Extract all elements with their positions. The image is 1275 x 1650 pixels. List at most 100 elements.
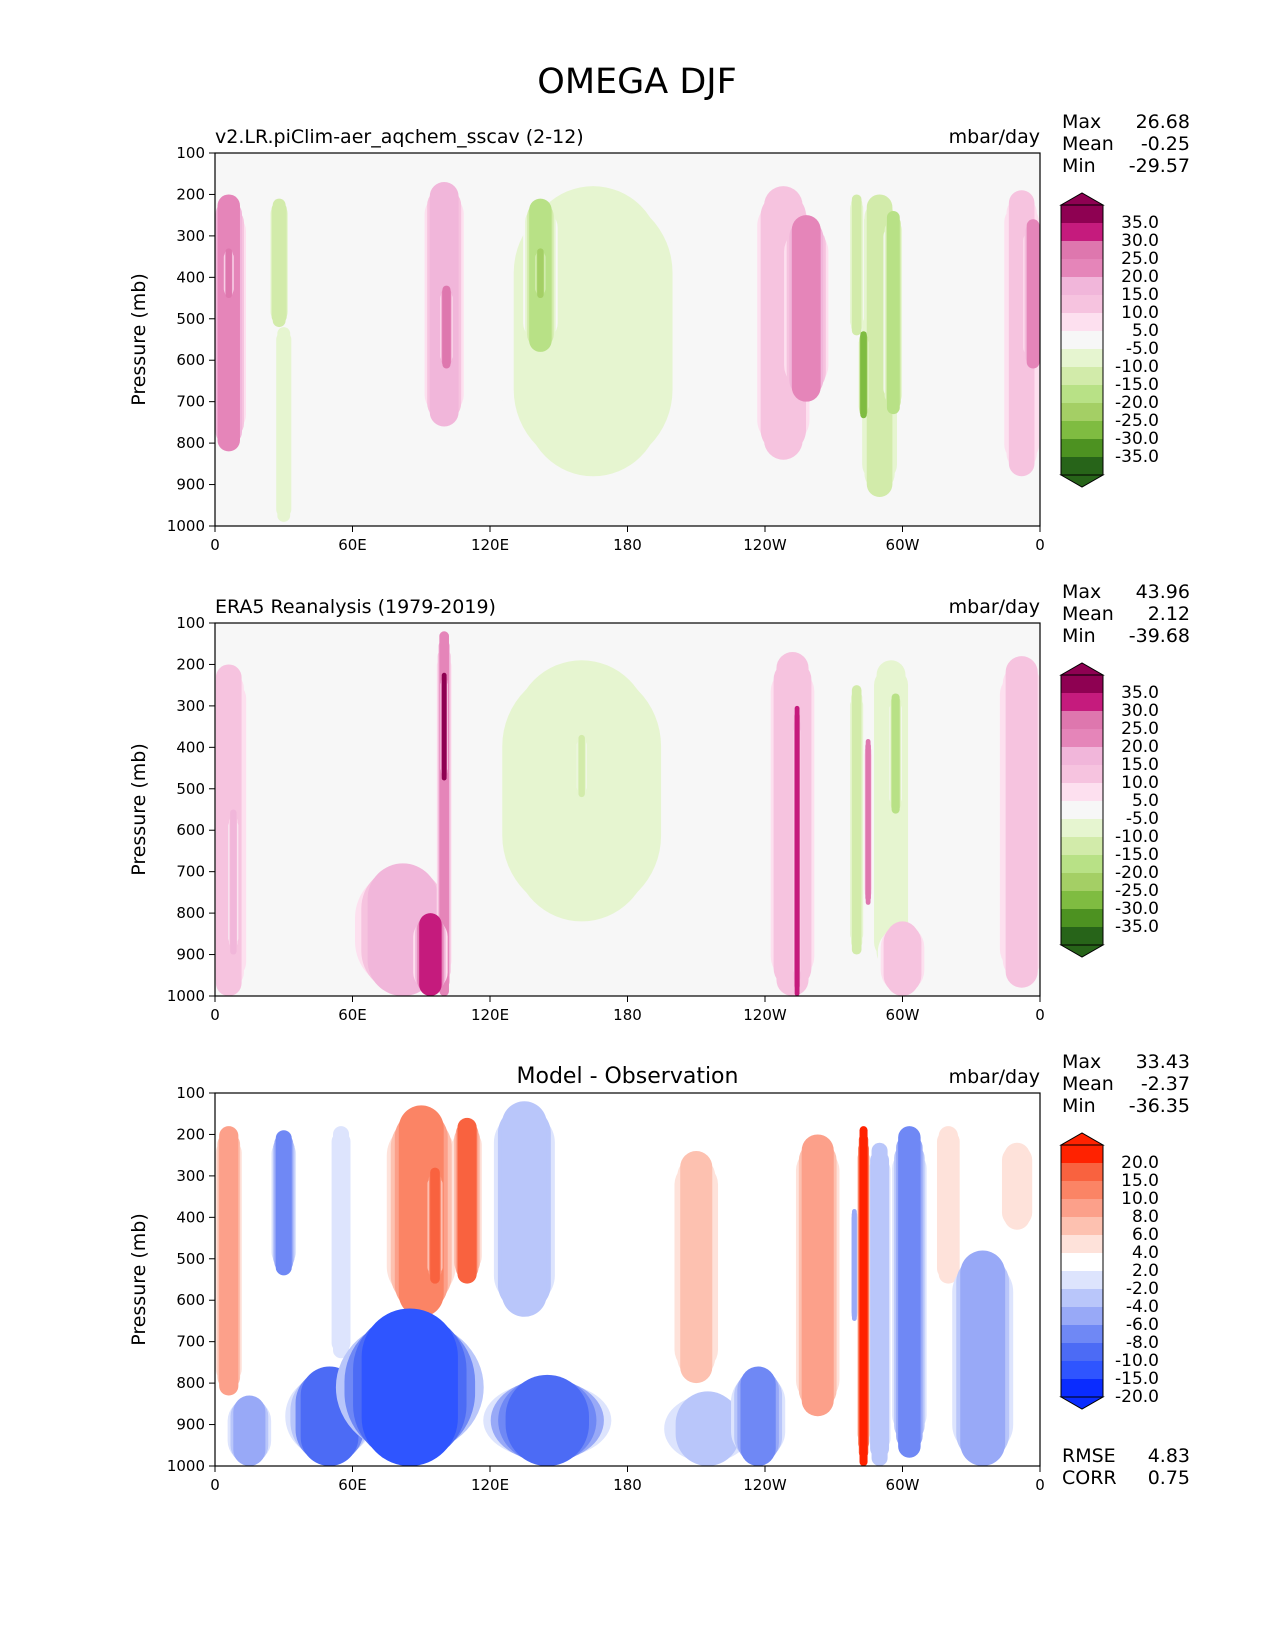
colorbar-tick-label: -30.0 <box>1115 429 1159 449</box>
stat-max-label: Max <box>1062 581 1101 603</box>
colorbar-tick-label: 25.0 <box>1121 249 1159 269</box>
field-cell <box>851 685 862 955</box>
y-tick-label: 100 <box>176 614 205 632</box>
stat-mean-value: -0.25 <box>1141 133 1190 155</box>
y-tick-label: 1000 <box>167 517 205 535</box>
colorbar-tick-label: 10.0 <box>1121 1189 1159 1209</box>
field-cell <box>886 921 919 996</box>
colorbar-swatch <box>1061 367 1103 385</box>
field-cell <box>505 1374 589 1466</box>
field-cell <box>891 693 900 814</box>
colorbar-swatch <box>1061 277 1103 295</box>
y-tick-label: 500 <box>176 1250 205 1268</box>
x-tick-label: 120W <box>743 536 787 554</box>
colorbar-swatch <box>1061 1361 1103 1379</box>
x-tick-label: 0 <box>210 1006 220 1024</box>
units-label: mbar/day <box>949 596 1040 618</box>
colorbar-swatch <box>1061 891 1103 909</box>
x-tick-label: 60E <box>338 1476 367 1494</box>
colorbar: 20.015.010.08.06.04.02.0-2.0-4.0-6.0-8.0… <box>1059 1132 1159 1410</box>
colorbar-swatch <box>1061 331 1103 349</box>
field-cell <box>225 248 232 299</box>
y-tick-label: 700 <box>176 863 205 881</box>
colorbar-tick-label: 15.0 <box>1121 285 1159 305</box>
colorbar-swatch <box>1061 855 1103 873</box>
stat-min-label: Min <box>1062 1095 1096 1117</box>
colorbar-tick-label: 20.0 <box>1121 267 1159 287</box>
field-cell <box>960 1250 1006 1466</box>
x-tick-label: 120E <box>471 536 509 554</box>
y-tick-label: 900 <box>176 946 205 964</box>
field-cell <box>525 186 661 477</box>
y-tick-label: 1000 <box>167 1457 205 1475</box>
colorbar-tick-label: -15.0 <box>1115 375 1159 395</box>
colorbar-tick-label: -20.0 <box>1115 393 1159 413</box>
field-cell <box>680 1151 713 1384</box>
x-tick-label: 0 <box>210 536 220 554</box>
colorbar-tick-label: -5.0 <box>1126 339 1159 359</box>
field-cell <box>791 215 821 402</box>
colorbar-extend-bottom <box>1059 1396 1105 1410</box>
colorbar-swatch <box>1061 1307 1103 1325</box>
colorbar-tick-label: -25.0 <box>1115 411 1159 431</box>
colorbar-swatch <box>1061 439 1103 457</box>
stat-mean-label: Mean <box>1062 1073 1114 1095</box>
colorbar-tick-label: 5.0 <box>1132 791 1159 811</box>
colorbar-swatch <box>1061 1235 1103 1253</box>
colorbar-swatch <box>1061 693 1103 711</box>
field-cell <box>275 1130 292 1276</box>
colorbar-swatch <box>1061 927 1103 945</box>
colorbar-swatch <box>1061 819 1103 837</box>
colorbar-swatch <box>1061 729 1103 747</box>
y-tick-label: 500 <box>176 310 205 328</box>
colorbar-swatch <box>1061 1181 1103 1199</box>
field-cell <box>230 809 237 955</box>
colorbar-swatch <box>1061 1163 1103 1181</box>
colorbar-tick-label: -15.0 <box>1115 1369 1159 1389</box>
stat-min-value: -39.68 <box>1129 625 1190 647</box>
colorbar-tick-label: 2.0 <box>1132 1261 1159 1281</box>
stat-min-label: Min <box>1062 625 1096 647</box>
colorbar-swatch <box>1061 765 1103 783</box>
colorbar-tick-label: 6.0 <box>1132 1225 1159 1245</box>
stat-mean-value: -2.37 <box>1141 1073 1190 1095</box>
stat-max-value: 26.68 <box>1136 111 1190 133</box>
field-cell <box>801 1134 834 1417</box>
y-axis-label: Pressure (mb) <box>128 743 150 876</box>
colorbar-swatch <box>1061 747 1103 765</box>
y-tick-label: 600 <box>176 821 205 839</box>
y-tick-label: 300 <box>176 697 205 715</box>
y-tick-label: 200 <box>176 655 205 673</box>
colorbar-swatch <box>1061 801 1103 819</box>
stat-max-label: Max <box>1062 111 1101 133</box>
colorbar-extend-bottom <box>1059 474 1105 488</box>
y-tick-label: 100 <box>176 1084 205 1102</box>
field-cell <box>333 1126 350 1359</box>
colorbar-tick-label: 20.0 <box>1121 1153 1159 1173</box>
x-tick-label: 120E <box>471 1476 509 1494</box>
colorbar-tick-label: 35.0 <box>1121 213 1159 233</box>
colorbar-tick-label: 8.0 <box>1132 1207 1159 1227</box>
colorbar-frame <box>1060 674 1104 946</box>
colorbar-swatch <box>1061 313 1103 331</box>
colorbar-swatch <box>1061 909 1103 927</box>
y-tick-label: 300 <box>176 1167 205 1185</box>
colorbar-tick-label: -10.0 <box>1115 357 1159 377</box>
colorbar-tick-label: 35.0 <box>1121 683 1159 703</box>
colorbar-tick-label: 30.0 <box>1121 231 1159 251</box>
colorbar-swatch <box>1061 205 1103 223</box>
field-cell <box>851 1209 857 1321</box>
panel-reference: ERA5 Reanalysis (1979-2019) mbar/day Press… <box>128 581 1190 1024</box>
panels-group: v2.LR.piClim-aer_aqchem_sscav (2-12) mbar… <box>128 111 1190 1494</box>
colorbar-extend-top <box>1059 662 1105 676</box>
y-tick-label: 500 <box>176 780 205 798</box>
colorbar-tick-label: -10.0 <box>1115 827 1159 847</box>
panel-title: Model - Observation <box>517 1064 739 1089</box>
colorbar-frame <box>1060 1144 1104 1398</box>
y-tick-label: 400 <box>176 1208 205 1226</box>
colorbar-tick-label: 15.0 <box>1121 1171 1159 1191</box>
field-cell <box>419 913 442 996</box>
field-cell <box>938 1126 958 1284</box>
y-tick-label: 700 <box>176 393 205 411</box>
x-tick-label: 60E <box>338 536 367 554</box>
